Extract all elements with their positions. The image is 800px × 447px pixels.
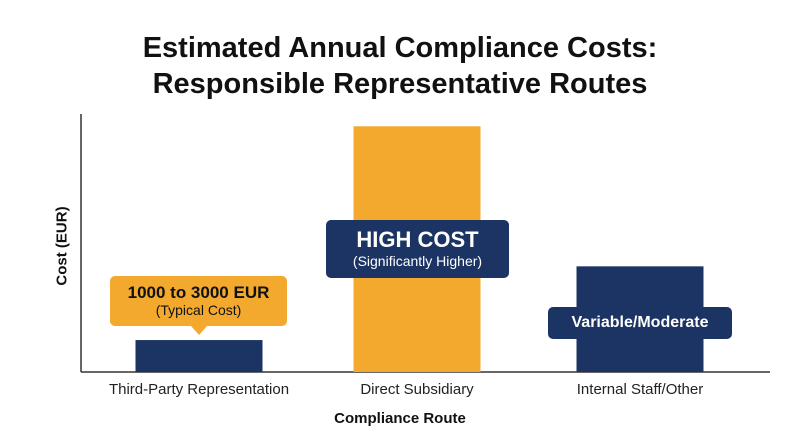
x-tick-label-2: Internal Staff/Other xyxy=(577,381,703,398)
x-tick-label-1: Direct Subsidiary xyxy=(360,381,474,398)
x-axis-label: Compliance Route xyxy=(334,410,466,427)
chart-title-line-1: Estimated Annual Compliance Costs: xyxy=(142,32,658,64)
annotation-direct-main: HIGH COST xyxy=(356,227,479,252)
chart-title-line-2: Responsible Representative Routes xyxy=(152,68,648,100)
annotation-internal-staff: Variable/Moderate xyxy=(548,307,732,339)
bar-0 xyxy=(135,340,263,372)
annotation-third-party: 1000 to 3000 EUR (Typical Cost) xyxy=(110,276,287,335)
annotation-third-party-sub: (Typical Cost) xyxy=(155,302,242,318)
annotation-internal-main: Variable/Moderate xyxy=(571,314,709,331)
annotation-direct-subsidiary: HIGH COST (Significantly Higher) xyxy=(326,220,509,278)
chart-title: Estimated Annual Compliance Costs: Respo… xyxy=(0,30,800,102)
annotation-direct-sub: (Significantly Higher) xyxy=(352,253,483,269)
annotation-third-party-main: 1000 to 3000 EUR xyxy=(127,283,270,302)
x-tick-label-0: Third-Party Representation xyxy=(109,381,289,398)
